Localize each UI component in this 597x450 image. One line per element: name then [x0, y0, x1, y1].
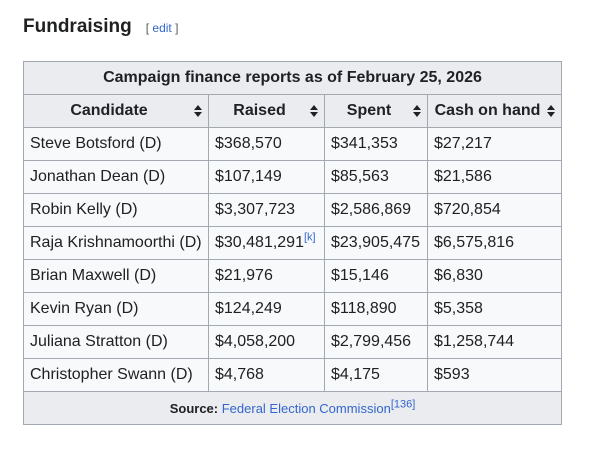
candidate-cell: Christopher Swann (D) [23, 358, 209, 392]
cash-cell: $6,575,816 [427, 226, 562, 260]
spent-cell: $23,905,475 [324, 226, 428, 260]
column-header-label: Spent [346, 102, 392, 119]
campaign-finance-table: Campaign finance reports as of February … [23, 61, 562, 425]
column-header-label: Raised [233, 102, 286, 119]
table-row: Raja Krishnamoorthi (D) $30,481,291[k] $… [23, 226, 562, 260]
footnote-link[interactable]: [k] [303, 231, 316, 244]
header-row: Candidate Raised Spent Cash on hand [23, 94, 562, 128]
candidate-cell: Juliana Stratton (D) [23, 325, 209, 359]
column-header-cash-on-hand[interactable]: Cash on hand [427, 94, 562, 128]
sort-arrows-icon [547, 105, 555, 117]
cash-cell: $27,217 [427, 127, 562, 161]
column-header-candidate[interactable]: Candidate [23, 94, 209, 128]
spent-cell: $2,586,869 [324, 193, 428, 227]
edit-section: [ edit ] [145, 21, 179, 35]
cash-cell: $593 [427, 358, 562, 392]
column-header-raised[interactable]: Raised [208, 94, 325, 128]
column-header-label: Cash on hand [434, 102, 541, 119]
table-row: Christopher Swann (D) $4,768 $4,175 $593 [23, 358, 562, 392]
column-header-label: Candidate [70, 102, 148, 119]
cash-cell: $720,854 [427, 193, 562, 227]
table-row: Brian Maxwell (D) $21,976 $15,146 $6,830 [23, 259, 562, 293]
raised-cell: $107,149 [208, 160, 325, 194]
cash-cell: $21,586 [427, 160, 562, 194]
sort-arrows-icon [413, 105, 421, 117]
source-row: Source: Federal Election Commission[136] [23, 391, 562, 425]
spent-cell: $118,890 [324, 292, 428, 326]
edit-link[interactable]: edit [152, 21, 172, 35]
raised-cell: $3,307,723 [208, 193, 325, 227]
spent-cell: $15,146 [324, 259, 428, 293]
raised-cell: $4,768 [208, 358, 325, 392]
table-caption: Campaign finance reports as of February … [23, 61, 562, 95]
table-row: Juliana Stratton (D) $4,058,200 $2,799,4… [23, 325, 562, 359]
table-row: Kevin Ryan (D) $124,249 $118,890 $5,358 [23, 292, 562, 326]
sort-arrows-icon [310, 105, 318, 117]
candidate-cell: Brian Maxwell (D) [23, 259, 209, 293]
source-label: Source: [169, 400, 219, 416]
candidate-cell: Steve Botsford (D) [23, 127, 209, 161]
source-link[interactable]: Federal Election Commission [221, 400, 391, 416]
cash-cell: $1,258,744 [427, 325, 562, 359]
footnote-link[interactable]: [136] [390, 398, 416, 411]
raised-cell: $30,481,291[k] [208, 226, 325, 260]
section-heading: Fundraising [ edit ] [23, 16, 178, 38]
spent-cell: $4,175 [324, 358, 428, 392]
table-row: Steve Botsford (D) $368,570 $341,353 $27… [23, 127, 562, 161]
section-title: Fundraising [23, 16, 132, 37]
candidate-cell: Jonathan Dean (D) [23, 160, 209, 194]
raised-cell: $4,058,200 [208, 325, 325, 359]
sort-arrows-icon [194, 105, 202, 117]
candidate-cell: Raja Krishnamoorthi (D) [23, 226, 209, 260]
source-cell: Source: Federal Election Commission[136] [23, 391, 562, 425]
raised-cell: $21,976 [208, 259, 325, 293]
cash-cell: $5,358 [427, 292, 562, 326]
table-row: Jonathan Dean (D) $107,149 $85,563 $21,5… [23, 160, 562, 194]
candidate-cell: Robin Kelly (D) [23, 193, 209, 227]
spent-cell: $85,563 [324, 160, 428, 194]
spent-cell: $341,353 [324, 127, 428, 161]
candidate-cell: Kevin Ryan (D) [23, 292, 209, 326]
spent-cell: $2,799,456 [324, 325, 428, 359]
cash-cell: $6,830 [427, 259, 562, 293]
table-row: Robin Kelly (D) $3,307,723 $2,586,869 $7… [23, 193, 562, 227]
raised-cell: $124,249 [208, 292, 325, 326]
raised-cell: $368,570 [208, 127, 325, 161]
column-header-spent[interactable]: Spent [324, 94, 428, 128]
